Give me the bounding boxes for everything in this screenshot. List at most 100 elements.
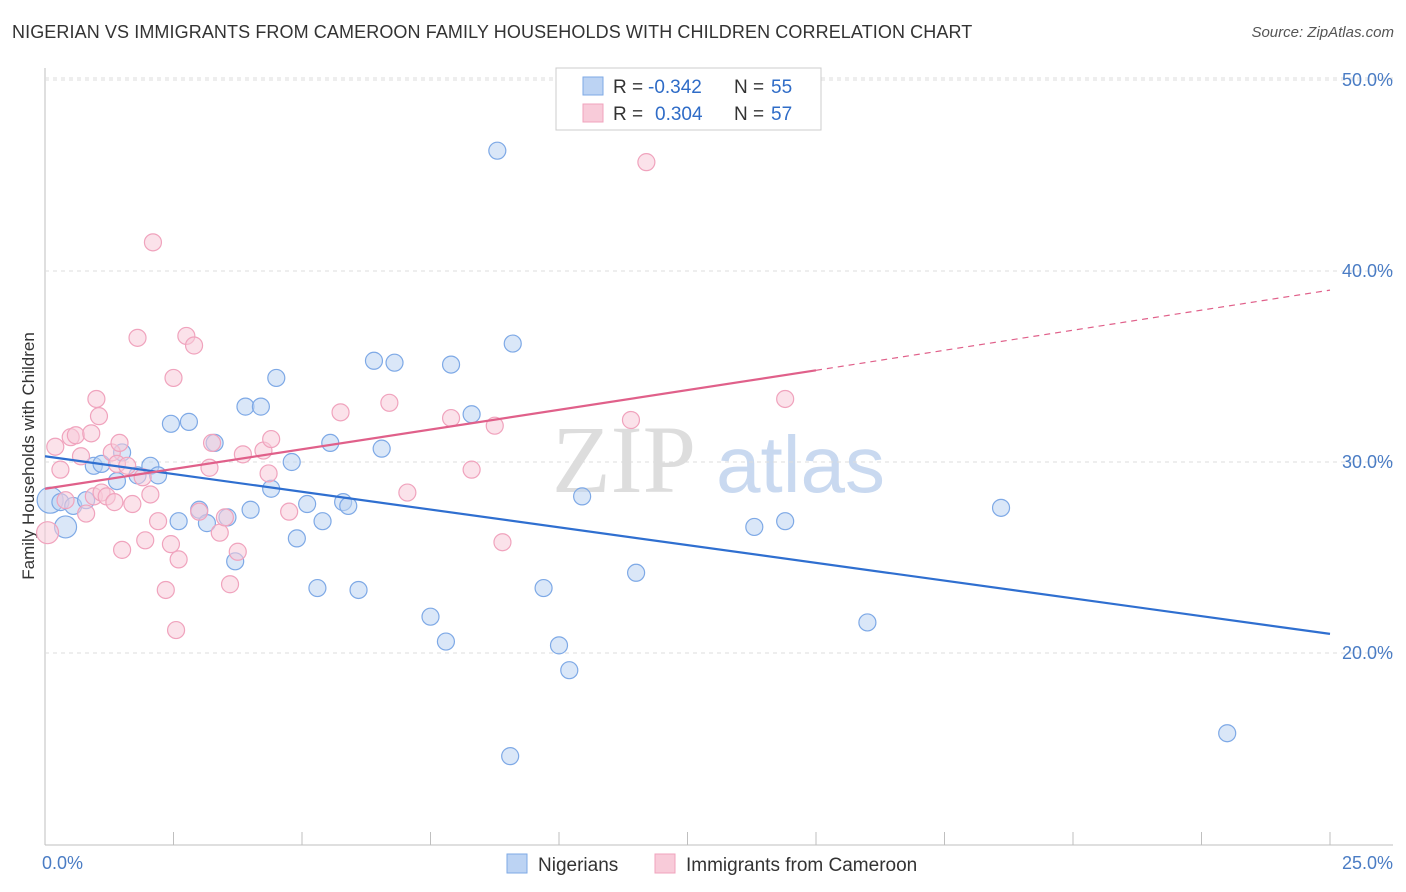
legend-n-label-1: N = bbox=[734, 77, 764, 98]
point-cameroon bbox=[56, 491, 75, 510]
legend-r-label-1: R = bbox=[613, 77, 643, 98]
point-cameroon bbox=[82, 424, 101, 443]
point-nigerians bbox=[313, 512, 332, 531]
point-nigerians bbox=[241, 500, 260, 519]
point-nigerians bbox=[287, 529, 306, 548]
point-nigerians bbox=[107, 472, 127, 491]
point-cameroon bbox=[210, 523, 229, 542]
y-tick-labels: 20.0% 30.0% 40.0% 50.0% bbox=[1342, 70, 1393, 663]
y-tick-label-30: 30.0% bbox=[1342, 452, 1393, 472]
point-nigerians bbox=[436, 632, 456, 651]
point-nigerians bbox=[549, 636, 569, 655]
point-cameroon bbox=[164, 368, 183, 388]
legend-n-value-2: 57 bbox=[771, 104, 792, 125]
point-nigerians bbox=[251, 397, 270, 416]
point-nigerians bbox=[573, 487, 592, 506]
x-tick-label-min: 0.0% bbox=[42, 853, 83, 873]
point-cameroon bbox=[262, 429, 281, 449]
bottom-legend-swatch-cameroon bbox=[654, 853, 676, 874]
point-nigerians bbox=[501, 747, 520, 766]
y-axis-label: Family Households with Children bbox=[19, 332, 38, 580]
point-cameroon bbox=[143, 233, 163, 252]
chart-title: NIGERIAN VS IMMIGRANTS FROM CAMEROON FAM… bbox=[12, 22, 973, 42]
point-cameroon bbox=[184, 336, 204, 355]
point-nigerians bbox=[1218, 724, 1237, 743]
point-cameroon bbox=[220, 575, 240, 594]
point-cameroon bbox=[161, 535, 181, 554]
point-nigerians bbox=[282, 452, 301, 472]
point-cameroon bbox=[202, 433, 222, 452]
point-cameroon bbox=[110, 433, 129, 452]
series-legend: Nigerians Immigrants from Cameroon bbox=[506, 853, 917, 876]
point-cameroon bbox=[462, 460, 481, 479]
point-nigerians bbox=[991, 498, 1011, 517]
bottom-legend-nigerians: Nigerians bbox=[538, 855, 618, 876]
point-nigerians bbox=[560, 661, 579, 680]
point-cameroon bbox=[331, 403, 350, 422]
correlation-legend: R = -0.342 N = 55 R = 0.304 N = 57 bbox=[555, 67, 822, 131]
point-cameroon bbox=[169, 550, 188, 569]
y-tick-label-40: 40.0% bbox=[1342, 261, 1393, 281]
legend-r-label-2: R = bbox=[613, 104, 643, 125]
point-nigerians bbox=[421, 607, 440, 626]
point-cameroon bbox=[66, 426, 85, 445]
bottom-legend-swatch-nigerians bbox=[506, 853, 528, 874]
point-nigerians bbox=[503, 334, 522, 353]
legend-r-value-1: -0.342 bbox=[648, 77, 702, 98]
point-cameroon bbox=[228, 542, 247, 561]
y-tick-label-20: 20.0% bbox=[1342, 643, 1393, 663]
point-cameroon bbox=[156, 580, 175, 600]
trend-line-cameroon bbox=[44, 369, 817, 490]
x-tick-label-max: 25.0% bbox=[1342, 853, 1393, 873]
point-cameroon bbox=[87, 389, 106, 409]
point-cameroon bbox=[123, 494, 142, 514]
point-nigerians bbox=[236, 397, 255, 416]
point-nigerians bbox=[534, 578, 553, 598]
trend-line-cameroon-extension bbox=[815, 289, 1331, 371]
watermark-atlas: atlas bbox=[716, 420, 885, 509]
point-cameroon bbox=[141, 485, 160, 504]
point-nigerians bbox=[372, 439, 391, 458]
series-cameroon bbox=[35, 153, 795, 640]
point-nigerians bbox=[776, 512, 795, 531]
point-cameroon bbox=[441, 408, 461, 428]
point-cameroon bbox=[380, 393, 399, 412]
trend-lines bbox=[44, 289, 1331, 635]
point-cameroon bbox=[776, 389, 795, 409]
point-cameroon bbox=[112, 540, 132, 559]
point-nigerians bbox=[385, 353, 404, 372]
legend-swatch-nigerians bbox=[582, 76, 604, 96]
point-cameroon bbox=[46, 437, 65, 456]
point-nigerians bbox=[349, 580, 368, 600]
legend-n-value-1: 55 bbox=[771, 77, 792, 98]
point-nigerians bbox=[488, 141, 507, 160]
point-nigerians bbox=[462, 405, 481, 424]
point-nigerians bbox=[179, 412, 199, 431]
point-cameroon bbox=[621, 410, 641, 430]
point-cameroon bbox=[259, 464, 278, 483]
point-cameroon bbox=[280, 502, 299, 521]
point-nigerians bbox=[364, 351, 384, 370]
point-nigerians bbox=[298, 494, 317, 514]
x-ticks bbox=[44, 832, 1331, 845]
point-nigerians bbox=[745, 517, 764, 537]
point-cameroon bbox=[105, 493, 124, 512]
point-cameroon bbox=[51, 460, 70, 479]
point-nigerians bbox=[858, 613, 877, 632]
point-nigerians bbox=[441, 355, 461, 374]
point-cameroon bbox=[485, 416, 504, 435]
point-nigerians bbox=[626, 563, 646, 582]
legend-swatch-cameroon bbox=[582, 103, 604, 123]
point-cameroon bbox=[35, 521, 60, 545]
point-cameroon bbox=[136, 531, 155, 550]
point-cameroon bbox=[637, 153, 656, 172]
legend-n-label-2: N = bbox=[734, 104, 764, 125]
point-cameroon bbox=[398, 483, 417, 502]
point-nigerians bbox=[169, 512, 188, 531]
point-cameroon bbox=[215, 508, 234, 527]
point-nigerians bbox=[267, 368, 286, 388]
point-cameroon bbox=[128, 328, 147, 347]
bottom-legend-cameroon: Immigrants from Cameroon bbox=[686, 855, 917, 876]
point-cameroon bbox=[148, 512, 168, 531]
